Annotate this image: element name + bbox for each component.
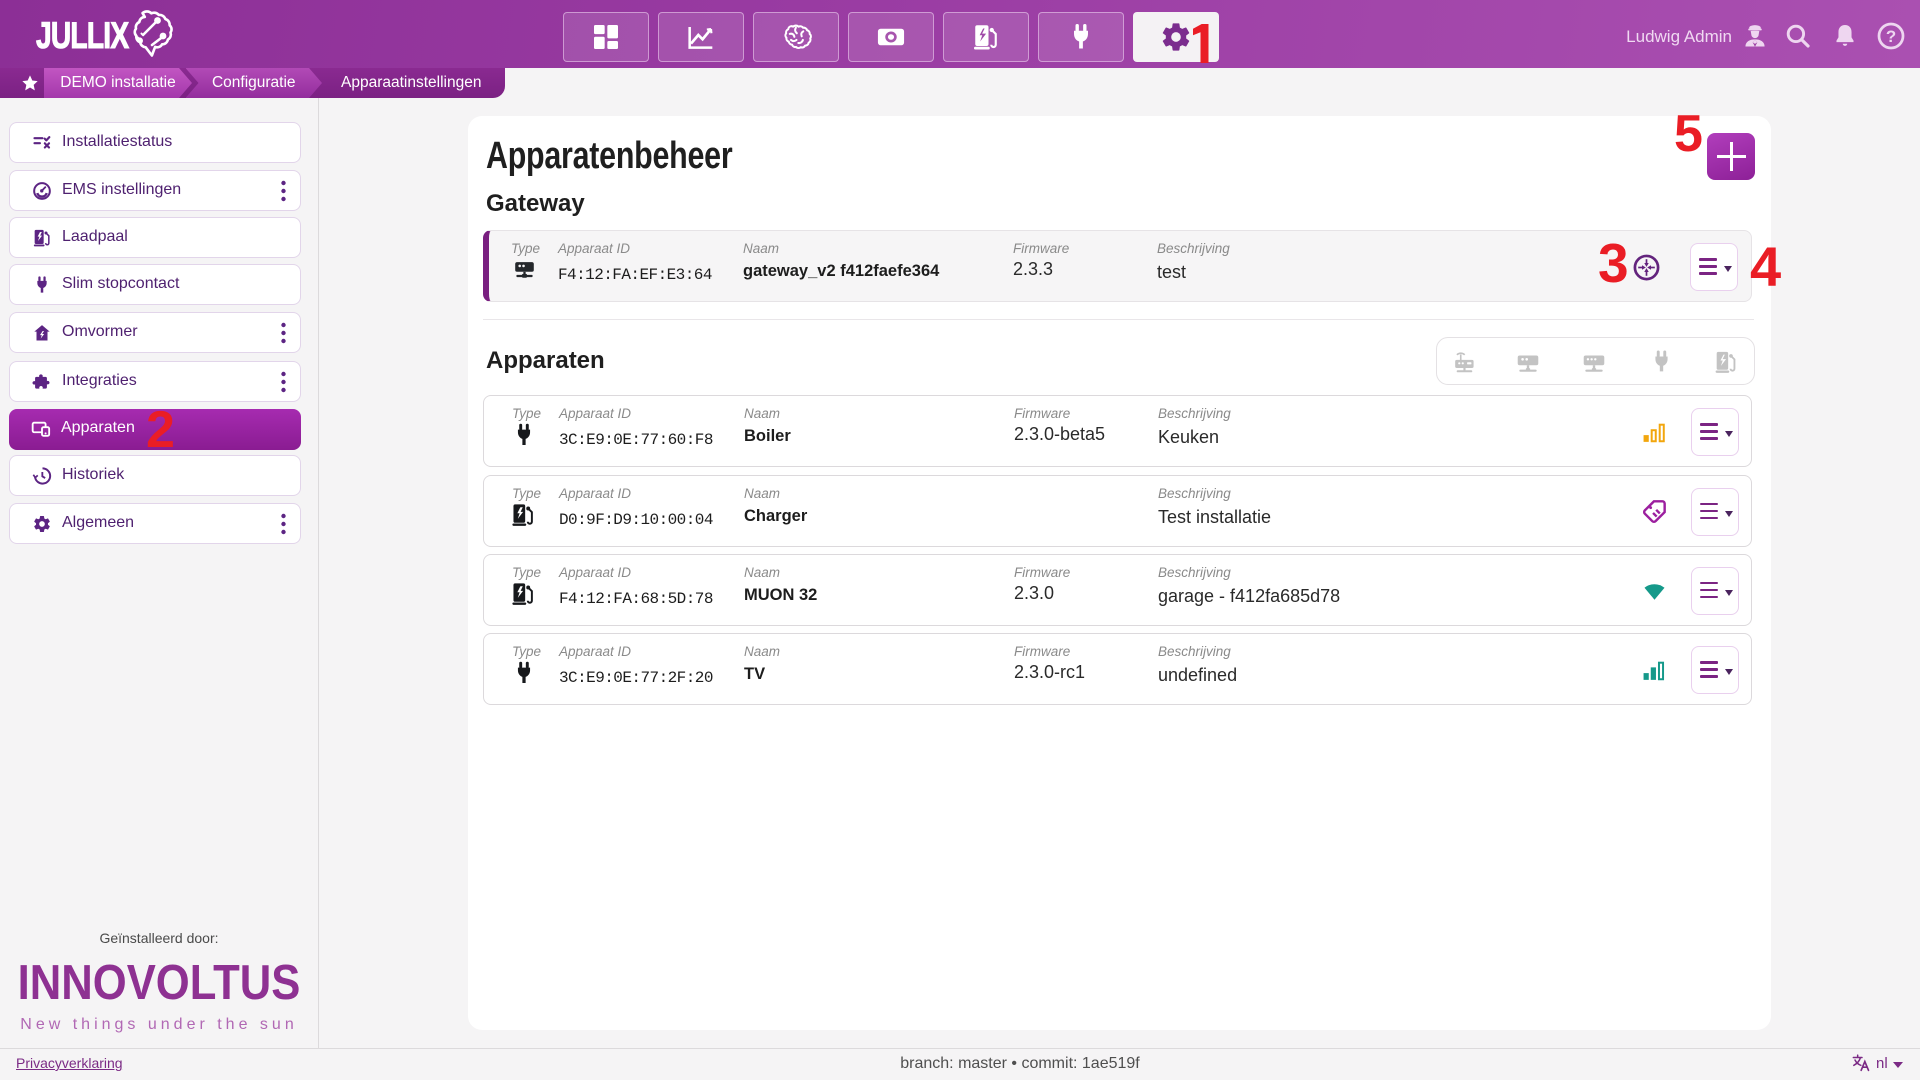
- svg-text:?: ?: [1886, 27, 1896, 46]
